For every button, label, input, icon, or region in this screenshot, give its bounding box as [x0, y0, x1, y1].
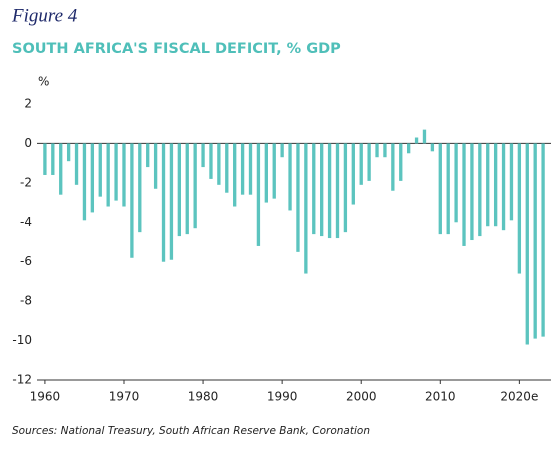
- bar: [391, 143, 395, 191]
- bar: [233, 143, 237, 207]
- bar: [138, 143, 142, 233]
- bar: [193, 143, 197, 229]
- bar: [422, 129, 427, 144]
- bar: [114, 143, 118, 201]
- bar: [525, 143, 529, 345]
- bar: [130, 143, 134, 258]
- figure-label: Figure 4: [11, 5, 78, 26]
- bar: [74, 143, 79, 185]
- bar: [359, 143, 363, 185]
- bar: [106, 143, 110, 207]
- bar: [501, 143, 506, 231]
- bar: [161, 143, 166, 262]
- bar: [153, 143, 158, 189]
- bar: [351, 143, 355, 205]
- bar: [146, 143, 150, 168]
- y-tick-label: -4: [20, 215, 32, 229]
- bar: [454, 143, 458, 223]
- bar: [66, 143, 71, 162]
- bar: [367, 143, 371, 181]
- bar: [430, 143, 435, 152]
- source: Sources: National Treasury, South Africa…: [12, 425, 370, 437]
- bar: [509, 143, 514, 221]
- bar: [375, 143, 379, 158]
- bar: [414, 137, 419, 144]
- x-tick-label: 1990: [267, 390, 298, 404]
- bar: [288, 143, 292, 211]
- y-tick-label: 2: [24, 97, 32, 111]
- x-tick-label: 1980: [188, 390, 219, 404]
- bar: [541, 143, 545, 337]
- bar: [533, 143, 537, 339]
- bar: [272, 143, 276, 199]
- bar: [320, 143, 324, 237]
- bar: [185, 143, 189, 235]
- x-tick-label: 2020e: [500, 390, 538, 404]
- bar: [399, 143, 403, 181]
- y-tick-label: -10: [12, 333, 32, 347]
- bar: [169, 143, 174, 260]
- bar: [407, 143, 411, 154]
- bar: [383, 143, 387, 158]
- y-unit: %: [38, 75, 49, 89]
- bar: [59, 143, 63, 195]
- bar: [493, 143, 498, 227]
- bar: [304, 143, 308, 274]
- bar: [256, 143, 261, 246]
- bar: [98, 143, 102, 197]
- y-tick-label: -12: [12, 373, 32, 387]
- bar: [470, 143, 474, 241]
- bar: [296, 143, 300, 252]
- bar: [201, 143, 205, 168]
- bar: [225, 143, 229, 193]
- bar: [177, 143, 181, 237]
- x-tick-label: 1970: [109, 390, 140, 404]
- bar: [343, 143, 348, 233]
- bar: [280, 143, 284, 158]
- x-tick-label: 2000: [346, 390, 377, 404]
- bar: [248, 143, 253, 195]
- bar: [462, 143, 466, 246]
- bar: [82, 143, 87, 221]
- bar: [438, 143, 442, 235]
- y-tick-label: -2: [20, 175, 32, 189]
- bar: [517, 143, 522, 274]
- bar: [217, 143, 221, 185]
- bar: [51, 143, 55, 175]
- y-tick-label: -6: [20, 254, 32, 268]
- bar: [486, 143, 490, 227]
- bar: [90, 143, 95, 213]
- bar: [209, 143, 213, 179]
- x-tick-label: 2010: [425, 390, 456, 404]
- bar: [122, 143, 126, 207]
- bar: [327, 143, 332, 239]
- y-tick-label: 0: [24, 136, 32, 150]
- x-tick-label: 1960: [30, 390, 61, 404]
- y-tick-label: -8: [20, 294, 32, 308]
- bar: [312, 143, 316, 235]
- bar: [43, 143, 47, 175]
- bar: [478, 143, 482, 237]
- bar: [240, 143, 245, 195]
- bar: [264, 143, 268, 203]
- bar: [335, 143, 340, 239]
- chart-title: SOUTH AFRICA'S FISCAL DEFICIT, % GDP: [12, 41, 341, 57]
- bar: [446, 143, 450, 235]
